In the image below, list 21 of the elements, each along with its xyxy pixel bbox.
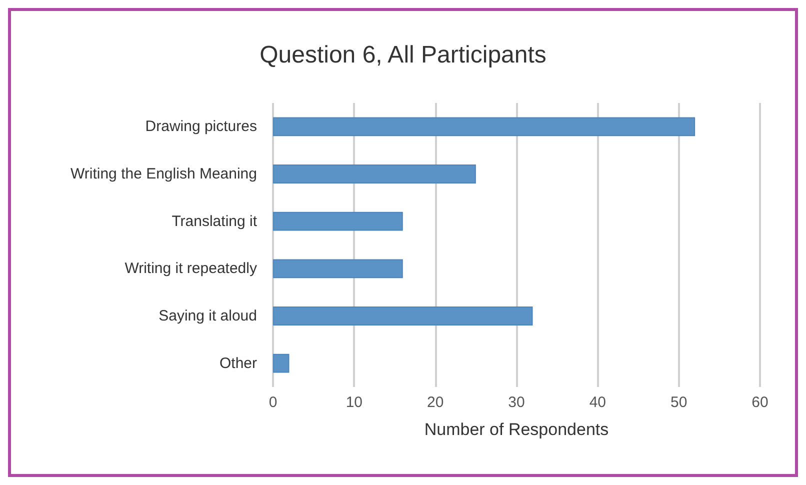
x-tick-label: 40 [589,394,606,411]
bar [273,354,290,373]
y-tick-label: Writing it repeatedly [124,260,258,278]
x-tick-label: 0 [268,394,278,411]
x-tick-label: 30 [508,394,525,411]
y-tick-label: Saying it aloud [158,308,257,324]
bar [273,259,403,278]
bar [273,117,696,136]
y-tick-label: Translating it [172,212,258,230]
x-axis-title: Number of Respondents [424,420,609,439]
chart-title: Question 6, All Participants [260,42,546,68]
x-tick-label: 20 [426,394,444,411]
x-tick-label: 50 [670,394,688,411]
y-tick-label: Drawing pictures [145,118,257,136]
bar [273,212,403,231]
x-tick-label: 10 [346,394,363,411]
y-tick-label: Writing the English Meaning [70,166,257,182]
y-tick-label: Other [219,354,258,372]
bar [273,306,533,326]
bar [273,164,476,184]
x-tick-label: 60 [752,394,768,411]
